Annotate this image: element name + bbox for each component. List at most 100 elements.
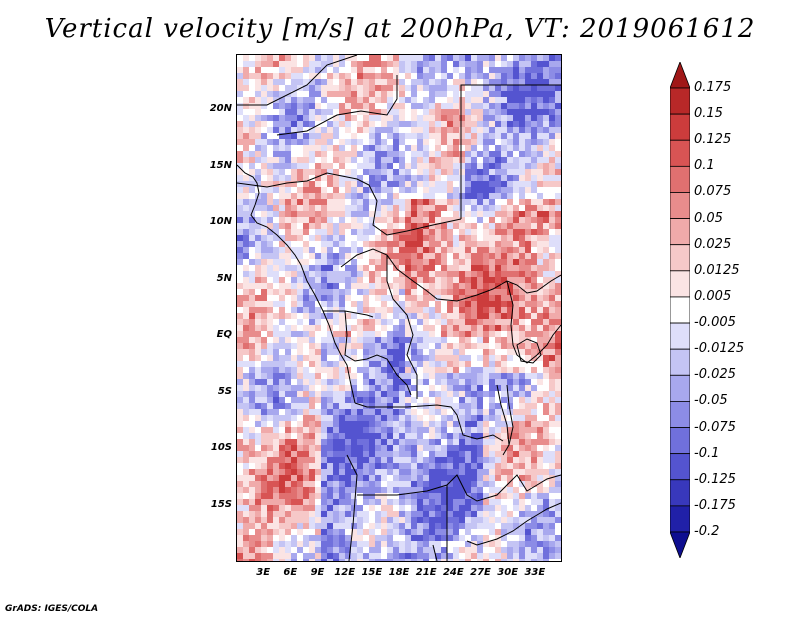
field-cell	[381, 289, 387, 295]
field-cell	[447, 439, 453, 445]
field-cell	[321, 259, 327, 265]
field-cell	[321, 115, 327, 121]
field-cell	[237, 463, 243, 469]
field-cell	[327, 169, 333, 175]
field-cell	[453, 55, 459, 61]
field-cell	[375, 289, 381, 295]
field-cell	[543, 199, 549, 205]
field-cell	[495, 361, 501, 367]
field-cell	[405, 313, 411, 319]
field-cell	[471, 241, 477, 247]
field-cell	[357, 385, 363, 391]
field-cell	[525, 439, 531, 445]
field-cell	[537, 427, 543, 433]
field-cell	[525, 61, 531, 67]
field-cell	[303, 391, 309, 397]
field-cell	[255, 139, 261, 145]
field-cell	[237, 415, 243, 421]
field-cell	[285, 247, 291, 253]
field-cell	[381, 145, 387, 151]
field-cell	[249, 85, 255, 91]
field-cell	[459, 463, 465, 469]
field-cell	[429, 247, 435, 253]
field-cell	[411, 229, 417, 235]
field-cell	[471, 319, 477, 325]
field-cell	[375, 499, 381, 505]
field-cell	[333, 481, 339, 487]
field-cell	[387, 289, 393, 295]
field-cell	[441, 205, 447, 211]
field-cell	[525, 391, 531, 397]
field-cell	[345, 505, 351, 511]
field-cell	[297, 175, 303, 181]
field-cell	[279, 97, 285, 103]
field-cell	[315, 187, 321, 193]
field-cell	[525, 469, 531, 475]
field-cell	[237, 517, 243, 523]
field-cell	[315, 493, 321, 499]
field-cell	[459, 121, 465, 127]
field-cell	[237, 115, 243, 121]
field-cell	[399, 343, 405, 349]
field-cell	[261, 103, 267, 109]
field-cell	[267, 523, 273, 529]
field-cell	[411, 373, 417, 379]
field-cell	[345, 163, 351, 169]
field-cell	[309, 343, 315, 349]
field-cell	[405, 91, 411, 97]
field-cell	[381, 127, 387, 133]
field-cell	[303, 121, 309, 127]
field-cell	[489, 91, 495, 97]
field-cell	[255, 499, 261, 505]
field-cell	[447, 361, 453, 367]
field-cell	[393, 295, 399, 301]
field-cell	[453, 169, 459, 175]
field-cell	[369, 325, 375, 331]
field-cell	[429, 529, 435, 535]
field-cell	[291, 67, 297, 73]
field-cell	[399, 475, 405, 481]
field-cell	[333, 109, 339, 115]
field-cell	[465, 475, 471, 481]
field-cell	[279, 169, 285, 175]
field-cell	[549, 385, 555, 391]
field-cell	[507, 355, 513, 361]
field-cell	[363, 295, 369, 301]
field-cell	[513, 223, 519, 229]
field-cell	[375, 367, 381, 373]
field-cell	[405, 145, 411, 151]
field-cell	[513, 409, 519, 415]
field-cell	[315, 253, 321, 259]
field-cell	[255, 73, 261, 79]
field-cell	[351, 157, 357, 163]
field-cell	[279, 517, 285, 523]
field-cell	[351, 517, 357, 523]
field-cell	[249, 121, 255, 127]
field-cell	[501, 499, 507, 505]
field-cell	[405, 217, 411, 223]
colorbar-swatch	[669, 427, 691, 455]
field-cell	[309, 391, 315, 397]
field-cell	[459, 469, 465, 475]
field-cell	[477, 193, 483, 199]
field-cell	[453, 511, 459, 517]
field-cell	[369, 277, 375, 283]
field-cell	[489, 157, 495, 163]
field-cell	[519, 391, 525, 397]
field-cell	[555, 385, 561, 391]
field-cell	[309, 115, 315, 121]
field-cell	[489, 325, 495, 331]
field-cell	[453, 463, 459, 469]
field-cell	[459, 367, 465, 373]
field-cell	[285, 55, 291, 61]
field-cell	[297, 331, 303, 337]
field-cell	[339, 157, 345, 163]
field-cell	[465, 283, 471, 289]
field-cell	[345, 133, 351, 139]
field-cell	[531, 217, 537, 223]
field-cell	[303, 505, 309, 511]
field-cell	[465, 247, 471, 253]
field-cell	[309, 487, 315, 493]
field-cell	[279, 235, 285, 241]
field-cell	[351, 457, 357, 463]
